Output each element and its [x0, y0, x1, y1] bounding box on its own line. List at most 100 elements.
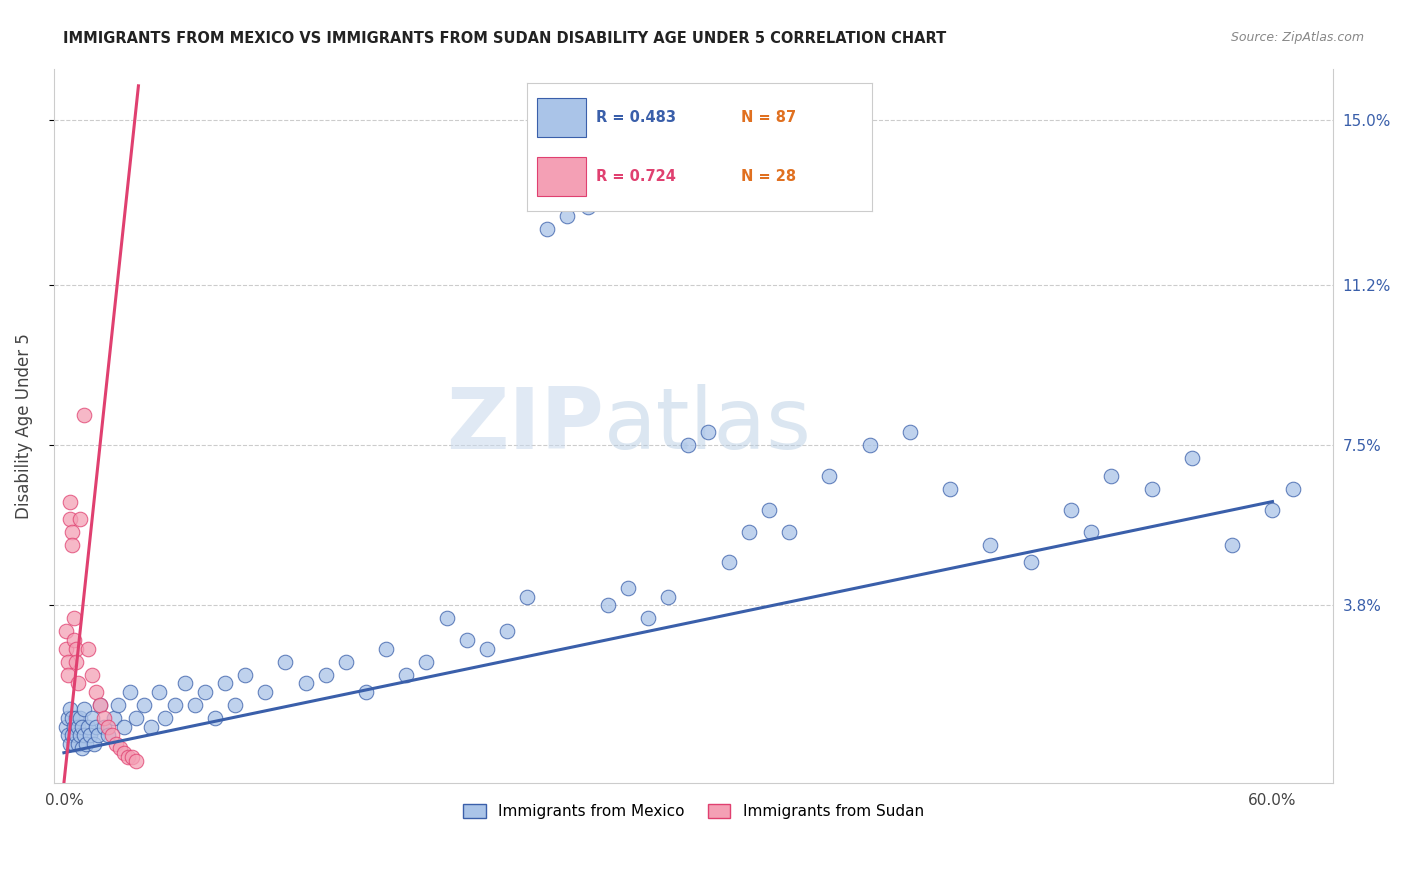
Point [101, 728, 124, 742]
Point [818, 468, 841, 483]
Point [134, 698, 156, 712]
Point [1099, 468, 1122, 483]
Point [56, 728, 79, 742]
Point [194, 685, 217, 699]
Point [125, 711, 148, 725]
Text: ZIP: ZIP [446, 384, 603, 467]
Y-axis label: Disability Age Under 5: Disability Age Under 5 [15, 333, 32, 519]
Point [73, 702, 96, 716]
Point [73, 408, 96, 422]
Point [97, 720, 120, 734]
Point [112, 746, 135, 760]
Point [55, 624, 77, 639]
Point [60, 524, 83, 539]
Point [678, 438, 700, 452]
Point [97, 728, 120, 742]
Point [173, 676, 195, 690]
Point [77, 720, 100, 734]
Point [69, 512, 91, 526]
Point [117, 750, 139, 764]
Point [84, 720, 107, 734]
Point [224, 698, 246, 712]
Point [778, 524, 800, 539]
Point [63, 611, 86, 625]
Point [63, 720, 86, 734]
Point [163, 698, 186, 712]
Point [93, 720, 115, 734]
Point [87, 728, 110, 742]
Point [82, 667, 104, 681]
Point [121, 750, 143, 764]
Point [66, 737, 89, 751]
Point [66, 676, 89, 690]
Point [77, 641, 100, 656]
Point [254, 685, 277, 699]
Point [83, 737, 105, 751]
Point [59, 737, 82, 751]
Point [184, 698, 207, 712]
Point [75, 737, 97, 751]
Point [657, 590, 679, 604]
Point [697, 425, 720, 440]
Point [89, 698, 111, 712]
Point [274, 655, 297, 669]
Point [56, 667, 79, 681]
Point [103, 711, 125, 725]
Point [60, 538, 83, 552]
Point [557, 209, 579, 223]
Point [55, 641, 77, 656]
Point [1281, 482, 1303, 496]
Point [375, 641, 398, 656]
Point [105, 737, 128, 751]
Point [69, 728, 91, 742]
Point [576, 200, 599, 214]
Point [335, 655, 357, 669]
Point [59, 494, 82, 508]
Point [63, 737, 86, 751]
Point [1220, 538, 1243, 552]
Point [56, 655, 79, 669]
Point [516, 590, 538, 604]
Point [148, 685, 170, 699]
Point [70, 720, 93, 734]
Point [89, 698, 111, 712]
Point [1060, 503, 1083, 517]
Point [1019, 555, 1042, 569]
Point [65, 641, 87, 656]
Point [69, 711, 91, 725]
Point [758, 503, 780, 517]
Point [214, 676, 236, 690]
Point [475, 641, 498, 656]
Point [110, 741, 132, 756]
Point [82, 711, 104, 725]
Point [93, 711, 115, 725]
Point [294, 676, 316, 690]
Point [315, 667, 337, 681]
Point [395, 667, 418, 681]
Point [1181, 451, 1204, 466]
Point [717, 555, 740, 569]
Point [120, 685, 142, 699]
Point [1080, 524, 1102, 539]
Point [125, 755, 148, 769]
Point [859, 438, 882, 452]
Point [1140, 482, 1163, 496]
Point [354, 685, 377, 699]
Point [153, 711, 176, 725]
Point [738, 524, 761, 539]
Point [1261, 503, 1284, 517]
Point [66, 720, 89, 734]
Point [139, 720, 162, 734]
Point [65, 728, 87, 742]
Point [84, 685, 107, 699]
Point [55, 720, 77, 734]
Point [59, 702, 82, 716]
Point [73, 728, 96, 742]
Point [596, 599, 619, 613]
Point [59, 512, 82, 526]
Point [63, 633, 86, 648]
Text: atlas: atlas [603, 384, 811, 467]
Point [65, 711, 87, 725]
Point [60, 728, 83, 742]
Text: IMMIGRANTS FROM MEXICO VS IMMIGRANTS FROM SUDAN DISABILITY AGE UNDER 5 CORRELATI: IMMIGRANTS FROM MEXICO VS IMMIGRANTS FRO… [63, 31, 946, 46]
